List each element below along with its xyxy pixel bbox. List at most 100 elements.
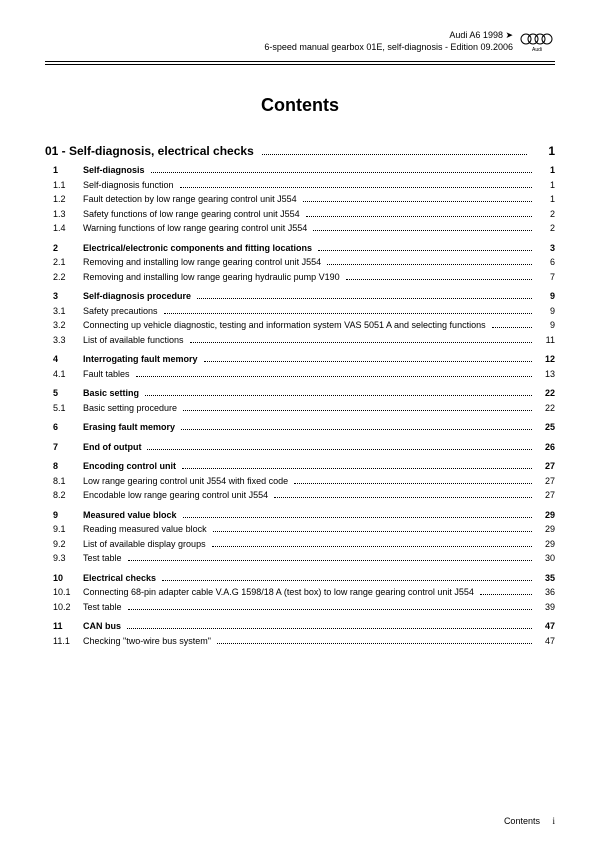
toc-page: 27 (535, 460, 555, 474)
toc-number: 9.1 (45, 523, 83, 537)
toc-number: 4 (45, 353, 83, 367)
toc-label: Low range gearing control unit J554 with… (83, 475, 291, 489)
page-header: Audi A6 1998 ➤ 6-speed manual gearbox 01… (45, 30, 555, 53)
toc-label-wrap: Electrical/electronic components and fit… (83, 242, 535, 256)
toc-label: Checking "two-wire bus system" (83, 635, 214, 649)
toc-number: 5.1 (45, 402, 83, 416)
toc-row: 1Self-diagnosis1 (45, 164, 555, 178)
toc-number: 4.1 (45, 368, 83, 382)
toc-dots (274, 497, 532, 498)
toc-page: 1 (535, 193, 555, 207)
toc-label: Electrical checks (83, 572, 159, 586)
toc-label-wrap: Encodable low range gearing control unit… (83, 489, 535, 503)
toc-label-wrap: Connecting up vehicle diagnostic, testin… (83, 319, 535, 333)
toc-number: 9.3 (45, 552, 83, 566)
toc-dots (213, 531, 532, 532)
toc-page: 22 (535, 387, 555, 401)
toc-number: 2.2 (45, 271, 83, 285)
toc-row: 4Interrogating fault memory12 (45, 353, 555, 367)
toc-dots (190, 342, 532, 343)
section-label-wrap: Self-diagnosis, electrical checks (69, 144, 531, 158)
toc-label: Safety functions of low range gearing co… (83, 208, 303, 222)
toc-number: 6 (45, 421, 83, 435)
toc-dots (480, 594, 532, 595)
toc-label-wrap: Checking "two-wire bus system" (83, 635, 535, 649)
toc-number: 11 (45, 620, 83, 634)
toc-label: Test table (83, 601, 125, 615)
toc-page: 30 (535, 552, 555, 566)
footer-label: Contents (504, 816, 540, 826)
toc-label: List of available functions (83, 334, 187, 348)
toc-row: 9.1Reading measured value block29 (45, 523, 555, 537)
toc-page: 27 (535, 489, 555, 503)
toc-page: 9 (535, 305, 555, 319)
toc-row: 1.2Fault detection by low range gearing … (45, 193, 555, 207)
page-title: Contents (45, 95, 555, 116)
audi-logo-icon: Audi (519, 32, 555, 52)
toc-label-wrap: Test table (83, 552, 535, 566)
toc-dots (212, 546, 532, 547)
header-line2: 6-speed manual gearbox 01E, self-diagnos… (264, 42, 513, 54)
toc-label: Fault tables (83, 368, 133, 382)
toc-label: Encodable low range gearing control unit… (83, 489, 271, 503)
toc-row: 9.3Test table30 (45, 552, 555, 566)
toc-label: Fault detection by low range gearing con… (83, 193, 300, 207)
toc-dots (128, 560, 532, 561)
toc-label: Measured value block (83, 509, 180, 523)
toc-label-wrap: Self-diagnosis (83, 164, 535, 178)
toc-number: 1.3 (45, 208, 83, 222)
toc-label-wrap: Fault tables (83, 368, 535, 382)
toc-number: 10.1 (45, 586, 83, 600)
toc-page: 29 (535, 538, 555, 552)
toc-label-wrap: Removing and installing low range gearin… (83, 256, 535, 270)
toc-page: 9 (535, 319, 555, 333)
toc-label-wrap: Basic setting (83, 387, 535, 401)
toc-label: Basic setting procedure (83, 402, 180, 416)
toc-row: 10Electrical checks35 (45, 572, 555, 586)
toc-row: 3.2Connecting up vehicle diagnostic, tes… (45, 319, 555, 333)
toc-dots (303, 201, 532, 202)
toc-page: 2 (535, 208, 555, 222)
page-container: Audi A6 1998 ➤ 6-speed manual gearbox 01… (0, 0, 600, 848)
toc-row: 8Encoding control unit27 (45, 460, 555, 474)
toc-page: 26 (535, 441, 555, 455)
toc-row: 8.1Low range gearing control unit J554 w… (45, 475, 555, 489)
section-dots (262, 154, 527, 155)
toc-number: 1 (45, 164, 83, 178)
toc-label-wrap: Measured value block (83, 509, 535, 523)
toc-page: 11 (535, 334, 555, 348)
toc-row: 6Erasing fault memory25 (45, 421, 555, 435)
toc-row: 4.1Fault tables13 (45, 368, 555, 382)
logo-text: Audi (532, 47, 542, 52)
toc-row: 3Self-diagnosis procedure9 (45, 290, 555, 304)
toc-label-wrap: Reading measured value block (83, 523, 535, 537)
header-line1: Audi A6 1998 ➤ (264, 30, 513, 42)
toc-number: 5 (45, 387, 83, 401)
toc-label: Electrical/electronic components and fit… (83, 242, 315, 256)
toc-number: 3 (45, 290, 83, 304)
toc-row: 1.4Warning functions of low range gearin… (45, 222, 555, 236)
toc-dots (182, 468, 532, 469)
toc-dots (127, 628, 532, 629)
section-label: Self-diagnosis, electrical checks (69, 144, 258, 158)
toc-label-wrap: Self-diagnosis function (83, 179, 535, 193)
toc-label-wrap: Test table (83, 601, 535, 615)
toc-dots (306, 216, 532, 217)
header-rule-1 (45, 61, 555, 62)
toc-label-wrap: Connecting 68-pin adapter cable V.A.G 15… (83, 586, 535, 600)
toc-label: Basic setting (83, 387, 142, 401)
toc-label: Warning functions of low range gearing c… (83, 222, 310, 236)
footer-page: i (552, 816, 555, 826)
toc-label: Reading measured value block (83, 523, 210, 537)
toc-page: 47 (535, 635, 555, 649)
toc-number: 3.1 (45, 305, 83, 319)
toc-label-wrap: Removing and installing low range gearin… (83, 271, 535, 285)
header-text: Audi A6 1998 ➤ 6-speed manual gearbox 01… (264, 30, 513, 53)
toc-dots (217, 643, 532, 644)
toc-dots (183, 410, 532, 411)
toc-dots (183, 517, 532, 518)
toc-number: 11.1 (45, 635, 83, 649)
toc-row: 9.2List of available display groups29 (45, 538, 555, 552)
toc-page: 25 (535, 421, 555, 435)
toc-label-wrap: Safety precautions (83, 305, 535, 319)
